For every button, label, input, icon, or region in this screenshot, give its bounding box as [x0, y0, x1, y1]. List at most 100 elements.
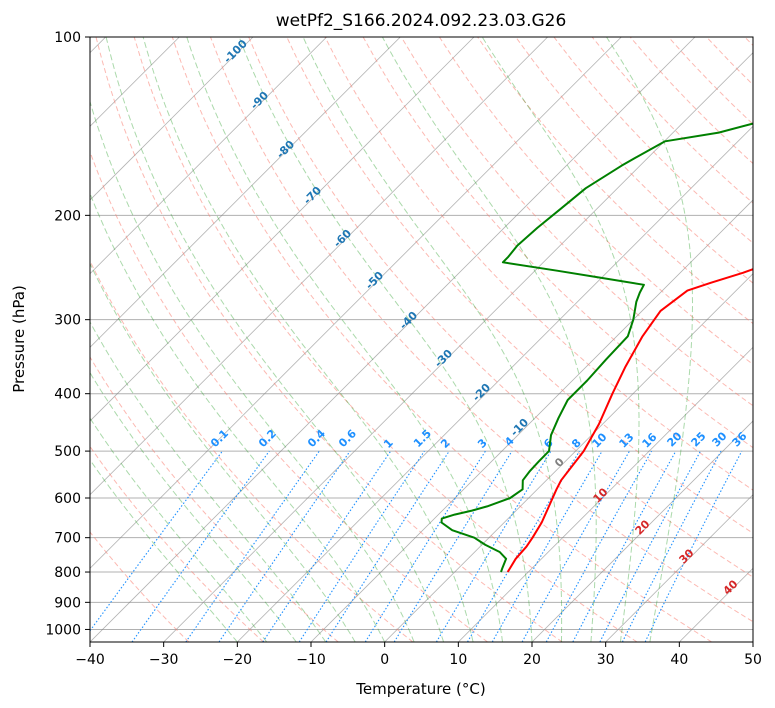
dry-adiabat — [171, 37, 712, 642]
temperature-profile — [506, 268, 753, 573]
mixing-ratio-label: 2 — [438, 436, 453, 451]
y-tick-label: 400 — [54, 387, 81, 403]
moist-adiabat — [90, 262, 356, 642]
mixing-ratio-line — [90, 450, 223, 632]
mixing-ratio-line — [545, 450, 653, 642]
moist-adiabat-label: -60 — [331, 227, 354, 250]
dry-adiabat — [248, 37, 753, 578]
mixing-ratio-line — [262, 450, 392, 642]
mixing-ratio-label: 0.6 — [336, 427, 359, 450]
mixing-ratio-label: 36 — [730, 429, 750, 449]
moist-adiabat-label: -100 — [221, 37, 250, 66]
isotherm — [237, 125, 753, 642]
mixing-ratio-label: 1 — [381, 436, 396, 451]
isotherm — [90, 37, 254, 201]
dry-adiabat — [90, 445, 264, 642]
x-tick-label: 30 — [597, 652, 615, 668]
isotherm — [531, 420, 753, 642]
y-axis-label: Pressure (hPa) — [10, 285, 28, 393]
x-tick-label: −30 — [149, 652, 179, 668]
x-tick-label: 10 — [449, 652, 467, 668]
isotherm — [458, 346, 753, 642]
moist-adiabat-label: -80 — [274, 138, 297, 161]
moist-adiabat — [302, 37, 563, 642]
moist-adiabat — [381, 37, 597, 642]
mixing-ratio-line — [572, 450, 677, 642]
mixing-ratio-label: 0.4 — [305, 427, 328, 450]
moist-adiabat — [90, 417, 268, 642]
y-tick-label: 800 — [54, 565, 81, 581]
moist-adiabat — [142, 37, 474, 642]
x-tick-label: 40 — [670, 652, 688, 668]
x-tick-label: 0 — [380, 652, 389, 668]
isotherm — [90, 37, 696, 642]
moist-adiabat-label: -30 — [432, 347, 455, 370]
mixing-ratio-label: 3 — [475, 436, 490, 451]
mixing-ratio-line — [185, 450, 320, 642]
isotherm — [90, 37, 327, 275]
plot-frame — [89, 36, 754, 643]
mixing-ratio-line — [131, 450, 270, 642]
background-lines — [90, 37, 753, 642]
mixing-ratio-line — [435, 450, 552, 642]
x-tick-label: −20 — [223, 652, 253, 668]
moist-adiabat — [90, 99, 415, 642]
moist-adiabat — [90, 459, 238, 642]
mixing-ratio-label: 13 — [617, 431, 637, 451]
dry-adiabat — [210, 37, 753, 623]
y-axis: 100 200 300 400 500 600 700 800 900 1000 — [45, 30, 90, 638]
y-tick-label: 600 — [54, 491, 81, 507]
dry-adiabat — [90, 531, 190, 642]
dry-adiabat — [744, 37, 753, 47]
mixing-ratio-label: 25 — [689, 430, 709, 450]
dry-adiabat — [324, 37, 753, 491]
dry-adiabat-label: 30 — [677, 546, 697, 566]
x-tick-label: −10 — [296, 652, 326, 668]
x-tick-label: −40 — [75, 652, 105, 668]
moist-adiabat-label: -10 — [508, 416, 531, 439]
line-labels: -100-90-80-70-60-50-40-30-20-10010203040… — [208, 37, 750, 598]
moist-adiabat-label: -70 — [301, 184, 324, 207]
isotherm — [90, 37, 401, 348]
y-tick-label: 300 — [54, 313, 81, 329]
mixing-ratio-line — [298, 450, 425, 642]
mixing-ratio-label: 30 — [710, 429, 730, 449]
mixing-ratio-label: 8 — [569, 436, 584, 451]
moist-adiabat — [186, 37, 503, 642]
mixing-ratio-line — [621, 450, 722, 642]
moist-adiabat-label: -50 — [363, 269, 386, 292]
dry-adiabat — [90, 259, 414, 642]
dewpoint-profile — [440, 122, 753, 573]
moist-adiabat-label: -40 — [397, 309, 420, 332]
profiles — [440, 122, 753, 573]
y-tick-label: 900 — [54, 595, 81, 611]
dry-adiabat — [133, 37, 638, 642]
y-tick-label: 500 — [54, 444, 81, 460]
mixing-ratio-line — [644, 450, 743, 642]
y-tick-label: 100 — [54, 30, 81, 46]
mixing-ratio-line — [325, 450, 450, 642]
moist-adiabat-label: -20 — [470, 381, 493, 404]
isotherm — [90, 37, 548, 496]
moist-adiabat — [90, 321, 327, 642]
mixing-ratio-line — [364, 450, 486, 642]
isotherm — [384, 273, 753, 642]
x-tick-label: 50 — [744, 652, 762, 668]
dry-adiabat — [553, 37, 753, 244]
dry-adiabat-label: 20 — [633, 517, 653, 537]
mixing-ratio-label: 0.2 — [256, 427, 279, 450]
dry-adiabat — [95, 37, 563, 642]
moist-adiabat — [606, 37, 693, 642]
isotherm — [90, 37, 622, 569]
dry-adiabat — [362, 37, 753, 449]
moist-adiabat-label: 0 — [552, 455, 567, 470]
mixing-ratio-label: 1.5 — [411, 427, 434, 450]
mixing-ratio-line — [218, 450, 351, 642]
isotherm — [752, 641, 753, 642]
isotherm — [679, 567, 753, 642]
isotherm — [605, 494, 753, 642]
moist-adiabat — [90, 192, 386, 642]
x-tick-label: 20 — [523, 652, 541, 668]
y-tick-label: 700 — [54, 531, 81, 547]
